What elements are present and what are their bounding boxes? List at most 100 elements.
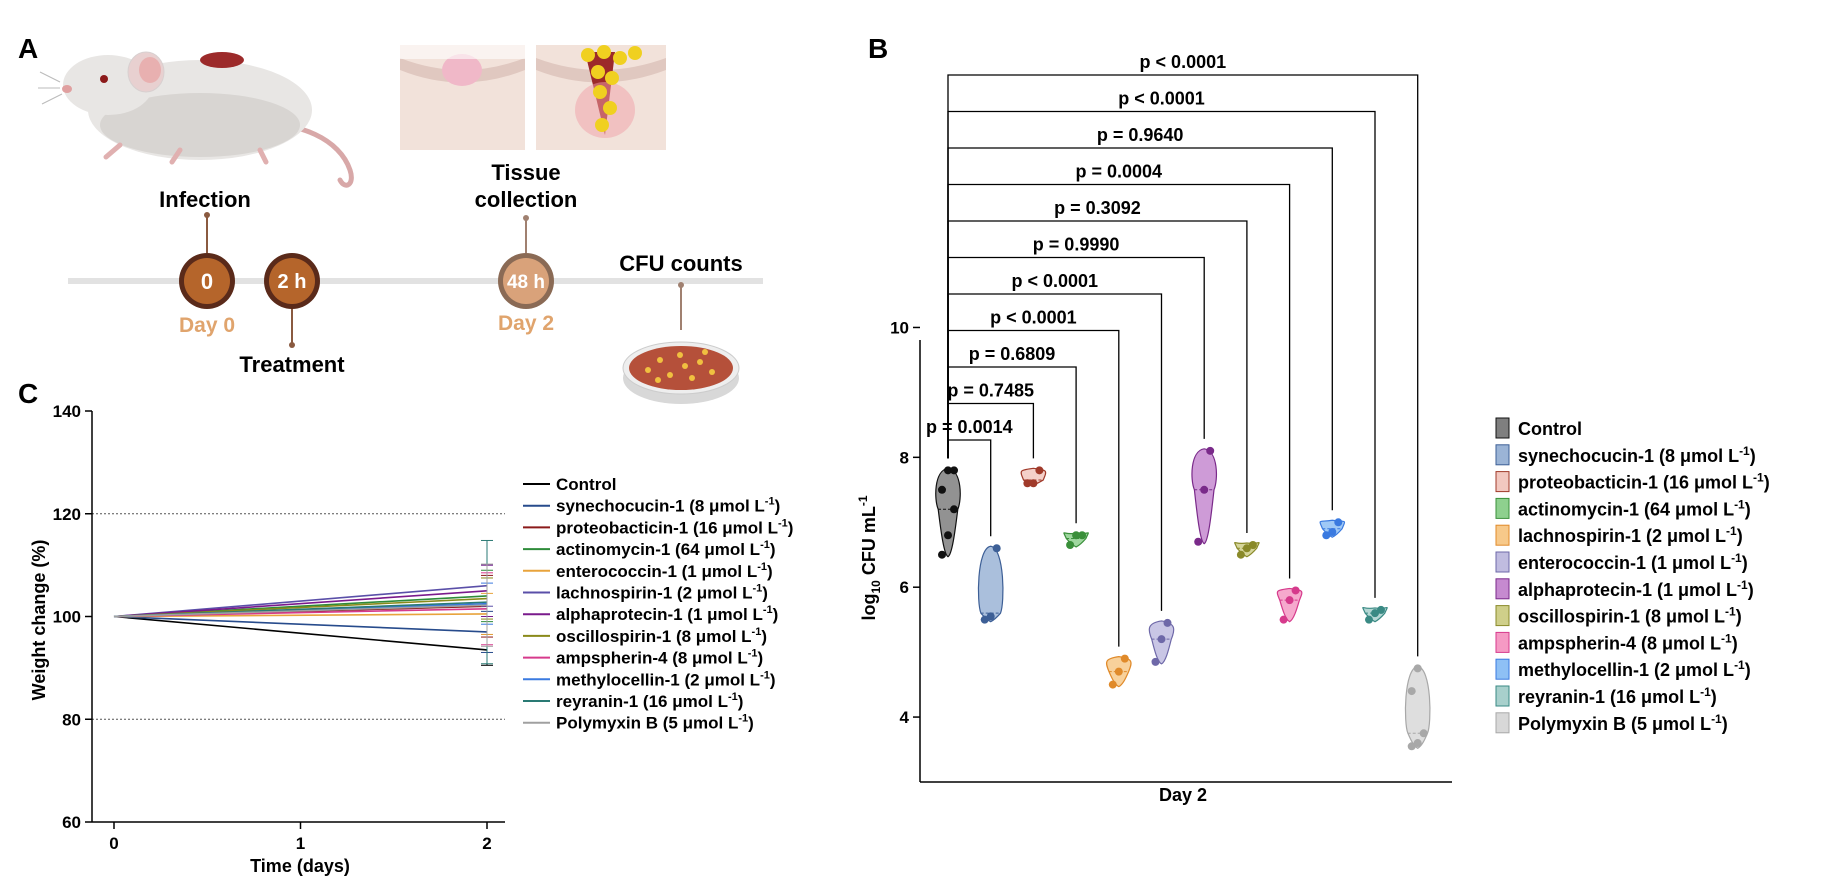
day2-label: Day 2 xyxy=(498,312,554,335)
y-tick-label: 140 xyxy=(53,402,81,421)
data-point xyxy=(1413,664,1422,673)
panel-b-ylabel: log10 CFU mL-1 xyxy=(856,495,883,620)
p-value-label: p = 0.6809 xyxy=(969,344,1056,364)
data-point xyxy=(1328,528,1337,537)
y-tick-label: 8 xyxy=(900,448,909,467)
legend-swatch xyxy=(1495,524,1510,546)
legend-entry: oscillospirin-1 (8 μmol L-1) xyxy=(556,626,767,646)
legend-swatch xyxy=(1495,578,1510,600)
mouse-illustration xyxy=(38,51,354,188)
data-point xyxy=(1029,479,1038,488)
legend-swatch xyxy=(1495,417,1510,439)
violin xyxy=(935,467,961,558)
p-value-label: p = 0.0014 xyxy=(926,417,1013,437)
data-point xyxy=(1114,667,1123,676)
p-value-label: p = 0.3092 xyxy=(1054,198,1141,218)
panel-a: A xyxy=(18,33,763,404)
legend-swatch xyxy=(1495,631,1510,653)
legend-entry: Control xyxy=(1518,419,1582,439)
legend-entry: Control xyxy=(556,475,616,494)
data-point xyxy=(1157,635,1166,644)
data-point xyxy=(1035,466,1044,475)
legend-entry: actinomycin-1 (64 μmol L-1) xyxy=(1518,497,1751,519)
legend-entry: enterococcin-1 (1 μmol L-1) xyxy=(1518,551,1748,573)
data-point xyxy=(992,544,1001,553)
data-point xyxy=(1151,657,1160,666)
data-point xyxy=(1279,615,1288,624)
treatment-label: Treatment xyxy=(239,352,345,377)
p-value-label: p = 0.7485 xyxy=(947,381,1034,401)
legend-swatch xyxy=(1495,605,1510,627)
day0-label: Day 0 xyxy=(179,314,235,337)
legend-swatch xyxy=(1495,658,1510,680)
cfu-label: CFU counts xyxy=(619,251,742,276)
data-point xyxy=(944,531,952,540)
data-point xyxy=(980,615,989,624)
panel-b-legend: Control synechocucin-1 (8 μmol L-1) proteo… xyxy=(1495,417,1770,734)
data-point xyxy=(1120,654,1129,663)
legend-entry: Polymyxin B (5 μmol L-1) xyxy=(556,713,754,733)
data-point xyxy=(1365,615,1373,624)
data-point xyxy=(1377,605,1385,614)
violin xyxy=(1191,448,1218,545)
legend-entry: actinomycin-1 (64 μmol L-1) xyxy=(556,539,776,559)
p-value-label: p < 0.0001 xyxy=(1011,271,1098,291)
timeline-marker-2h: 2 h xyxy=(264,253,320,309)
legend-entry: alphaprotecin-1 (1 μmol L-1) xyxy=(1518,578,1754,600)
data-point xyxy=(1291,586,1300,595)
panel-c-label: C xyxy=(18,378,38,409)
data-point xyxy=(1023,479,1032,488)
data-point xyxy=(1066,540,1075,549)
y-tick-label: 120 xyxy=(53,505,81,524)
data-point xyxy=(986,612,995,621)
legend-entry: methylocellin-1 (2 μmol L-1) xyxy=(556,669,776,689)
legend-swatch xyxy=(1495,712,1510,734)
x-tick-label: 1 xyxy=(296,834,305,853)
y-tick-label: 60 xyxy=(62,813,81,832)
data-point xyxy=(1200,485,1209,494)
series-line xyxy=(113,613,488,618)
legend-entry: lachnospirin-1 (2 μmol L-1) xyxy=(1518,524,1743,546)
panel-b: B log10 CFU mL-1 Day 2 4 6 8 10 p = 0.0014 p … xyxy=(856,33,1770,805)
panel-b-xlabel: Day 2 xyxy=(1159,785,1207,805)
series-line xyxy=(113,590,488,618)
y-tick-label: 80 xyxy=(62,710,81,729)
data-point xyxy=(950,466,958,475)
series-line xyxy=(113,615,488,651)
p-value-label: p < 0.0001 xyxy=(990,308,1077,328)
panel-b-plot: 4 6 8 10 p = 0.0014 p = 0.7485 p = 0.6809 p < 0… xyxy=(890,52,1452,783)
data-point xyxy=(1413,739,1422,748)
legend-entry: enterococcin-1 (1 μmol L-1) xyxy=(556,561,773,581)
data-point xyxy=(1078,531,1087,540)
legend-swatch xyxy=(1495,444,1510,466)
data-point xyxy=(1108,680,1117,689)
legend-swatch xyxy=(1495,685,1510,707)
violin xyxy=(977,545,1004,623)
legend-entry: proteobacticin-1 (16 μmol L-1) xyxy=(1518,471,1770,493)
marker-48h-label: 48 h xyxy=(507,272,545,293)
panel-c: C Weight change (%) Time (days) 60 80 100 1… xyxy=(18,378,793,876)
data-point xyxy=(1242,544,1251,553)
data-point xyxy=(950,505,958,514)
infection-label: Infection xyxy=(159,187,251,212)
tissue-images xyxy=(400,45,666,150)
data-point xyxy=(1236,550,1245,559)
comparison-bracket xyxy=(947,293,1163,611)
data-point xyxy=(1419,729,1428,738)
p-value-label: p = 0.9640 xyxy=(1097,125,1184,145)
violin xyxy=(1404,665,1431,749)
data-point xyxy=(944,466,952,475)
x-tick-label: 2 xyxy=(482,834,491,853)
panel-b-label: B xyxy=(868,33,888,64)
legend-entry: reyranin-1 (16 μmol L-1) xyxy=(1518,685,1717,707)
legend-entry: reyranin-1 (16 μmol L-1) xyxy=(556,691,743,711)
data-point xyxy=(938,550,946,559)
p-value-label: p < 0.0001 xyxy=(1140,52,1227,72)
data-point xyxy=(1206,446,1215,455)
y-tick-label: 100 xyxy=(53,608,81,627)
timeline-marker-48h: 48 h xyxy=(498,253,554,309)
series-line xyxy=(113,584,488,618)
y-tick-label: 4 xyxy=(900,708,910,727)
data-point xyxy=(1407,742,1416,751)
